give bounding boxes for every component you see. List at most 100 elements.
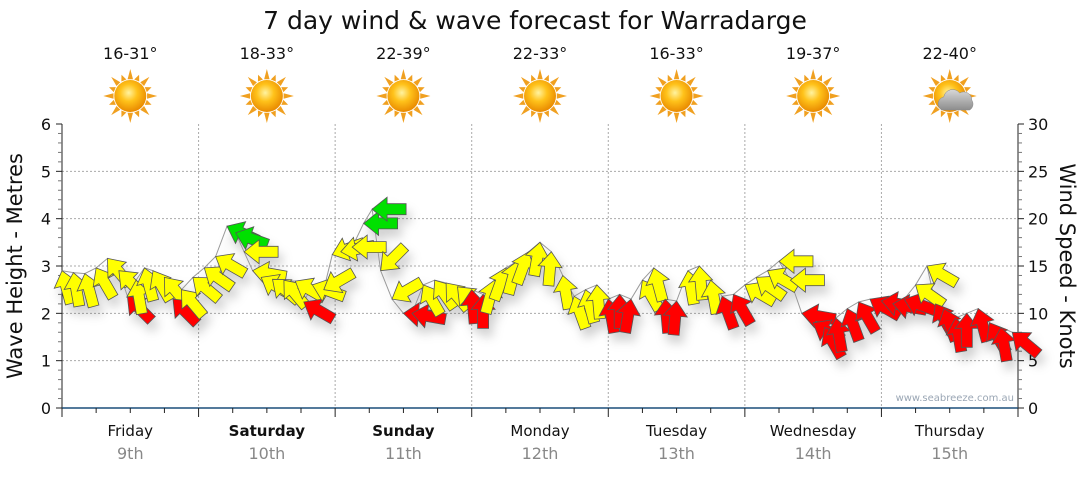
date-label: 15th bbox=[931, 444, 968, 463]
y-tick-label-left: 6 bbox=[41, 115, 51, 134]
day-label: Tuesday bbox=[645, 422, 707, 440]
y-tick-label-right: 0 bbox=[1028, 399, 1038, 418]
day-label: Monday bbox=[510, 422, 569, 440]
sun-ray bbox=[111, 76, 121, 87]
sun-ray bbox=[144, 99, 152, 105]
sun-ray bbox=[147, 93, 158, 99]
sun-ray bbox=[953, 74, 959, 82]
sun-icon bbox=[649, 69, 704, 123]
y-tick-label-right: 25 bbox=[1028, 162, 1048, 181]
sun-ray bbox=[264, 69, 270, 80]
sun-ray bbox=[543, 110, 549, 118]
day-label: Saturday bbox=[229, 422, 306, 440]
sun-ray bbox=[556, 93, 567, 99]
sun-ray bbox=[134, 74, 140, 82]
sun-ray bbox=[400, 112, 407, 123]
sun-ray bbox=[276, 76, 286, 87]
sun-ray bbox=[245, 99, 253, 105]
sun-ray bbox=[673, 69, 680, 80]
sun-ray bbox=[257, 110, 263, 118]
day-label: Friday bbox=[108, 422, 154, 440]
sun-ray bbox=[804, 110, 810, 118]
cloud-shape bbox=[937, 89, 974, 111]
sun-ray bbox=[922, 93, 933, 99]
sun-ray bbox=[520, 105, 531, 116]
sun-ray bbox=[245, 87, 253, 93]
sun-disc bbox=[524, 80, 556, 112]
sun-ray bbox=[407, 74, 413, 82]
sun-disc bbox=[114, 80, 147, 112]
sun-ray bbox=[673, 112, 680, 123]
sun-ray bbox=[394, 74, 400, 82]
sun-ray bbox=[127, 112, 133, 123]
date-label: 9th bbox=[117, 444, 144, 463]
sun-ray bbox=[239, 93, 251, 99]
date-label: 10th bbox=[248, 444, 285, 463]
wind-arrow bbox=[181, 289, 209, 320]
wind-arrow bbox=[662, 300, 689, 336]
sun-ray bbox=[283, 93, 294, 99]
sun-ray bbox=[109, 87, 116, 93]
sun-disc bbox=[797, 80, 830, 112]
sun-ray bbox=[247, 76, 257, 87]
date-label: 12th bbox=[522, 444, 559, 463]
wind-arrow bbox=[380, 242, 410, 272]
temperature-range: 22-39° bbox=[376, 44, 431, 63]
sun-icon bbox=[239, 69, 294, 123]
y-tick-label-left: 3 bbox=[41, 257, 51, 276]
sun-ray bbox=[394, 110, 400, 118]
sun-ray bbox=[686, 105, 696, 116]
wind-arrow bbox=[371, 196, 407, 223]
sun-ray bbox=[140, 105, 150, 116]
wind-arrow bbox=[615, 298, 641, 335]
sun-ray bbox=[384, 76, 394, 87]
sun-ray bbox=[940, 110, 946, 118]
temperature-range: 16-31° bbox=[103, 44, 158, 63]
sun-ray bbox=[247, 105, 257, 116]
wind-arrow bbox=[926, 262, 960, 289]
y-axis-right-label: Wind Speed - Knots bbox=[1055, 163, 1079, 368]
sun-ray bbox=[791, 99, 799, 105]
sun-ray bbox=[786, 93, 797, 99]
chart-title: 7 day wind & wave forecast for Warradarg… bbox=[263, 6, 807, 35]
sun-ray bbox=[270, 110, 276, 118]
date-label: 13th bbox=[658, 444, 695, 463]
wind-arrow bbox=[323, 267, 357, 294]
sun-icon bbox=[103, 69, 158, 123]
wind-arrow bbox=[915, 283, 948, 310]
wind-arrow bbox=[215, 253, 249, 279]
sun-ray bbox=[554, 99, 562, 105]
date-label: 11th bbox=[385, 444, 422, 463]
sun-ray bbox=[928, 87, 936, 93]
cloud-sun-icon bbox=[922, 69, 977, 123]
sun-ray bbox=[794, 105, 804, 116]
sun-ray bbox=[940, 74, 946, 82]
sun-ray bbox=[520, 76, 531, 87]
sun-ray bbox=[417, 99, 425, 105]
sun-ray bbox=[384, 105, 394, 116]
sun-disc bbox=[250, 80, 283, 112]
y-tick-label-left: 5 bbox=[41, 162, 51, 181]
sun-ray bbox=[947, 112, 953, 123]
sun-ray bbox=[264, 112, 270, 123]
y-tick-label-left: 2 bbox=[41, 304, 51, 323]
sun-ray bbox=[686, 76, 696, 87]
sun-ray bbox=[691, 87, 698, 93]
sun-ray bbox=[537, 112, 543, 123]
date-label: 14th bbox=[795, 444, 832, 463]
wind-arrow bbox=[645, 267, 671, 303]
sun-ray bbox=[823, 76, 833, 87]
sun-ray bbox=[827, 87, 835, 93]
sun-ray bbox=[791, 87, 799, 93]
sun-icon bbox=[376, 69, 431, 123]
sun-ray bbox=[140, 76, 150, 87]
y-tick-label-right: 20 bbox=[1028, 210, 1048, 229]
sun-ray bbox=[109, 99, 116, 105]
sun-ray bbox=[276, 105, 286, 116]
sun-ray bbox=[144, 87, 152, 93]
wind-arrow bbox=[552, 274, 579, 311]
sun-disc bbox=[387, 80, 420, 112]
sun-ray bbox=[953, 110, 959, 118]
sun-ray bbox=[930, 105, 940, 116]
sun-ray bbox=[417, 87, 425, 93]
